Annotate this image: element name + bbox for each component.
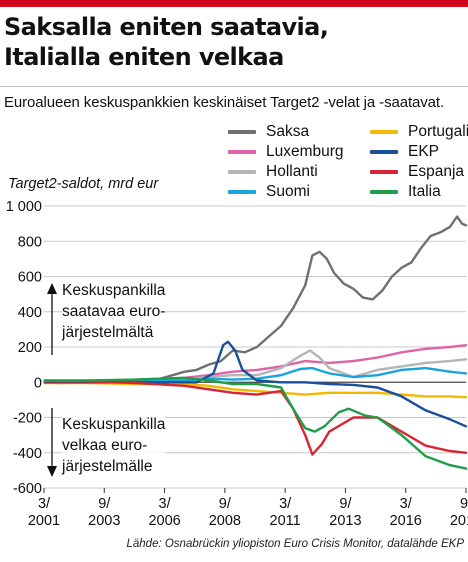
x-tick-label-month: 9/ [98, 496, 111, 512]
annotation-receivables: Keskuspankilla saatavaa euro- järjestelm… [62, 280, 166, 343]
annotation-liabilities-line-3: järjestelmälle [62, 458, 153, 475]
arrow-up-head [47, 283, 57, 294]
legend-label: Saksa [266, 123, 310, 140]
legend-swatch [370, 150, 398, 154]
y-tick-label: 600 [18, 270, 42, 286]
legend-item-hollanti: Hollanti [228, 163, 318, 181]
chart-subtitle: Euroalueen keskuspankkien keskinäiset Ta… [4, 94, 445, 111]
legend-swatch [370, 130, 398, 134]
y-tick-label: 0 [34, 375, 42, 391]
y-tick-label: -400 [13, 446, 42, 462]
x-tick-label-month: 3/ [38, 496, 51, 512]
y-tick-label: 800 [18, 234, 42, 250]
x-tick-label-month: 9/ [460, 496, 468, 512]
y-tick-label: 200 [18, 340, 42, 356]
y-tick-label: 1 000 [6, 199, 42, 215]
legend-swatch [370, 170, 398, 174]
legend-item-italia: Italia [370, 183, 441, 201]
legend-label: Espanja [408, 163, 465, 180]
legend-label: Luxemburg [266, 143, 344, 160]
annotation-receivables-line-3: järjestelmältä [62, 324, 154, 341]
legend-item-luxemburg: Luxemburg [228, 143, 344, 161]
x-tick-label-year: 2003 [88, 513, 120, 529]
top-accent-bar [0, 0, 468, 7]
x-tick-label-year: 2013 [329, 513, 361, 529]
series-line-italia [43, 376, 468, 470]
title-divider [0, 86, 468, 87]
x-tick-label-month: 3/ [159, 496, 172, 512]
series-line-saksa [43, 215, 468, 385]
x-tick-label-year: 2001 [28, 513, 60, 529]
legend-label: Italia [408, 183, 441, 200]
y-tick-label: -600 [13, 481, 42, 497]
legend-item-portugali: Portugali [370, 123, 468, 141]
legend-item-espanja: Espanja [370, 163, 464, 181]
x-tick-label-year: 2016 [390, 513, 422, 529]
x-tick-label-year: 2018 [450, 513, 468, 529]
legend-swatch [228, 170, 256, 174]
legend-item-saksa: Saksa [228, 123, 309, 141]
x-tick-label-year: 2008 [209, 513, 241, 529]
legend-swatch [228, 130, 256, 134]
series-line-espanja [43, 380, 468, 456]
chart-legend: Saksa Luxemburg Hollanti Suomi Portugali EKP E… [228, 123, 468, 205]
y-tick-label: -200 [13, 411, 42, 427]
x-tick-label-year: 2011 [270, 513, 301, 529]
x-tick-label-month: 3/ [279, 496, 292, 512]
series-line-ekp [43, 340, 468, 428]
x-tick-label-year: 2006 [148, 513, 180, 529]
annotation-receivables-line-2: saatavaa euro- [62, 303, 166, 320]
legend-item-ekp: EKP [370, 143, 439, 161]
legend-label: EKP [408, 143, 440, 160]
legend-swatch [228, 190, 256, 194]
legend-item-suomi: Suomi [228, 183, 310, 201]
annotation-liabilities-line-1: Keskuspankilla [62, 416, 166, 433]
legend-label: Hollanti [266, 163, 318, 180]
annotation-receivables-line-1: Keskuspankilla [62, 282, 166, 299]
x-tick-label-month: 3/ [400, 496, 413, 512]
legend-label: Portugali [408, 123, 468, 140]
series-line-hollanti [43, 349, 468, 383]
annotation-liabilities: Keskuspankilla velkaa euro- järjestelmäl… [62, 414, 166, 477]
series-line-suomi [43, 366, 468, 384]
x-tick-label-month: 9/ [339, 496, 352, 512]
chart-title-line-1: Saksalla eniten saatavia, [4, 13, 329, 41]
chart-title: Saksalla eniten saatavia, Italialla enit… [4, 12, 464, 72]
source-note: Lähde: Osnabrückin yliopiston Euro Crisi… [126, 538, 464, 550]
legend-swatch [228, 150, 256, 154]
legend-label: Suomi [266, 183, 310, 200]
arrow-down-head [47, 466, 57, 477]
annotation-liabilities-line-2: velkaa euro- [62, 437, 148, 454]
x-tick-label-month: 9/ [219, 496, 232, 512]
y-axis-label: Target2-saldot, mrd eur [8, 176, 159, 192]
legend-swatch [370, 190, 398, 194]
y-tick-label: 400 [18, 305, 42, 321]
chart-title-line-2: Italialla eniten velkaa [4, 43, 284, 71]
